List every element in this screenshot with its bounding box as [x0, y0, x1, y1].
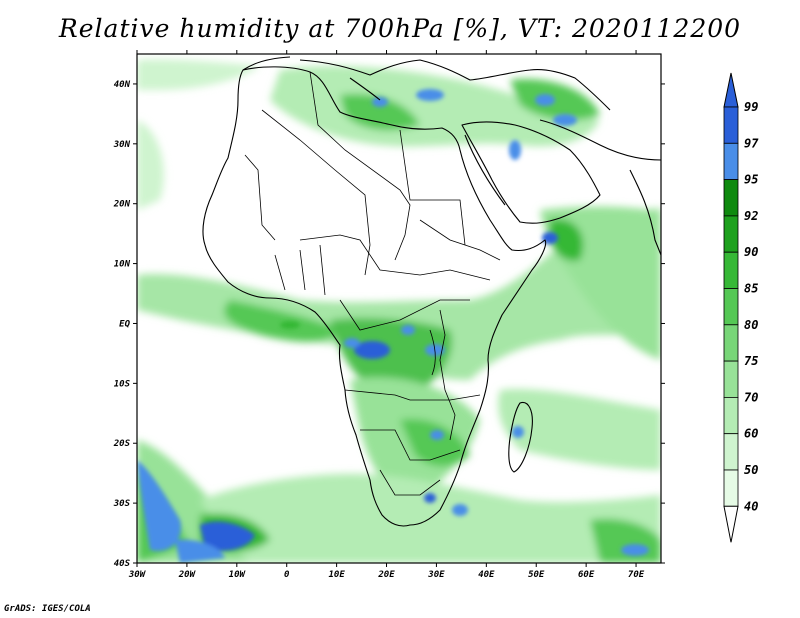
colorbar-label: 97: [744, 136, 759, 150]
lon-label: 60E: [578, 570, 595, 580]
lat-label: 30N: [113, 140, 131, 150]
lat-label: 20S: [113, 439, 131, 449]
lon-label: 30W: [128, 570, 147, 580]
longitude-axis: 30W 20W 10W 0 10E 20E 30E 40E 50E 60E 70E: [128, 50, 645, 580]
colorbar-bottom-arrow: [723, 505, 739, 543]
colorbar-label: 75: [744, 354, 758, 368]
colorbar-label: 80: [744, 318, 758, 332]
colorbar-segment: [723, 469, 739, 507]
colorbar-segment: [723, 179, 739, 217]
humidity-field: [137, 59, 661, 563]
colorbar: 99 97 95 92 90 85 80 75 70 60 50 40: [723, 72, 759, 543]
lat-label: 10N: [114, 260, 131, 270]
lat-label: 10S: [114, 379, 131, 389]
colorbar-segment: [723, 324, 739, 362]
grads-credit: GrADS: IGES/COLA: [4, 604, 91, 614]
lat-label: 30S: [113, 499, 131, 509]
colorbar-label: 70: [744, 390, 758, 404]
lon-label: 20E: [377, 570, 395, 580]
colorbar-segment: [723, 360, 739, 398]
colorbar-segment: [723, 251, 739, 289]
colorbar-label: 85: [744, 282, 758, 296]
colorbar-label: 92: [744, 209, 758, 223]
colorbar-segment: [723, 288, 739, 326]
lon-label: 40E: [478, 570, 495, 580]
lat-label: 40S: [114, 559, 131, 569]
colorbar-label: 99: [744, 100, 758, 114]
lon-label: 0: [284, 570, 290, 580]
colorbar-segment: [723, 433, 739, 471]
lon-label: 70E: [628, 570, 645, 580]
colorbar-label: 95: [744, 173, 758, 187]
colorbar-segment: [723, 215, 739, 253]
lon-label: 10E: [328, 570, 345, 580]
colorbar-segment: [723, 142, 739, 181]
colorbar-label: 90: [744, 245, 758, 259]
coastlines: [202, 56, 661, 527]
colorbar-segment: [723, 106, 739, 144]
colorbar-segment: [723, 396, 739, 435]
country-borders: [244, 71, 501, 496]
lat-label: 40N: [114, 80, 131, 90]
colorbar-label: 40: [744, 499, 758, 513]
lat-label: 20N: [113, 200, 131, 210]
lon-label: 10W: [229, 570, 247, 580]
colorbar-top-arrow: [723, 72, 739, 108]
latitude-axis: 40N 30N 20N 10N EQ 10S 20S 30S 40S: [113, 80, 665, 569]
map-frame: [136, 53, 662, 564]
colorbar-label: 60: [744, 427, 758, 441]
lon-label: 30E: [427, 570, 445, 580]
map-title: Relative humidity at 700hPa [%], VT: 202…: [58, 14, 742, 43]
lat-label: EQ: [119, 319, 130, 329]
lon-label: 50E: [528, 570, 545, 580]
colorbar-label: 50: [744, 463, 758, 477]
lon-label: 20W: [178, 570, 197, 580]
